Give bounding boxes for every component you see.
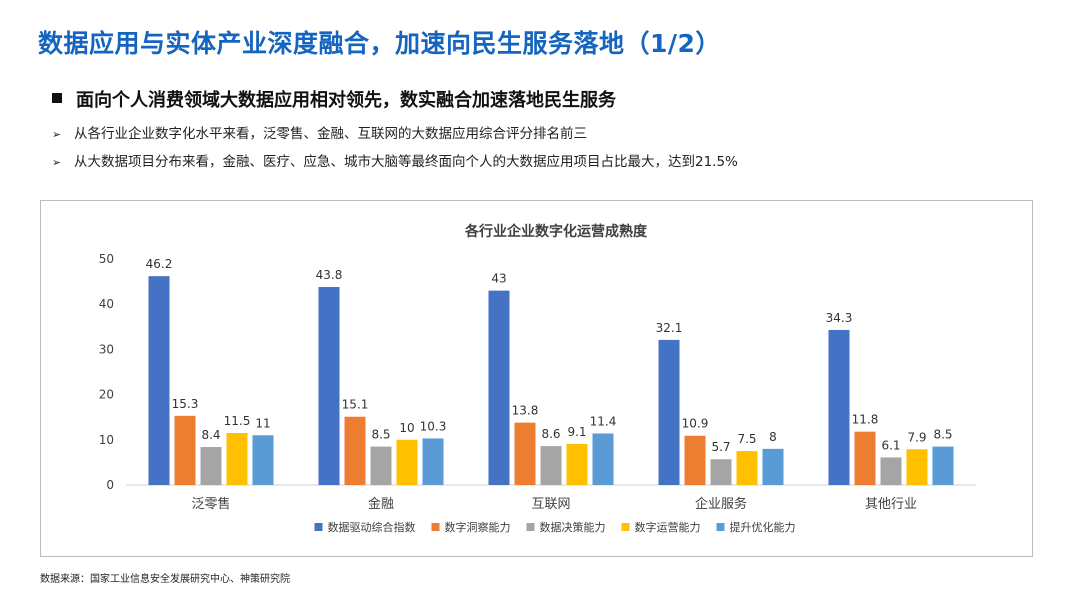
x-tick-label: 其他行业 <box>865 497 917 512</box>
bar <box>854 431 876 485</box>
bar <box>200 447 222 485</box>
bar <box>566 443 588 485</box>
y-tick-label: 0 <box>106 478 114 492</box>
data-label: 46.2 <box>146 257 173 271</box>
y-tick-label: 30 <box>99 342 114 356</box>
legend-swatch <box>314 523 323 531</box>
data-label: 8.5 <box>933 428 952 442</box>
bullet-item: ➢ 从大数据项目分布来看，金融、医疗、应急、城市大脑等最终面向个人的大数据应用项目… <box>52 150 738 170</box>
bar <box>710 459 732 485</box>
bullet-text: 从大数据项目分布来看，金融、医疗、应急、城市大脑等最终面向个人的大数据应用项目占… <box>74 154 738 170</box>
bar <box>318 287 340 485</box>
data-label: 32.1 <box>656 321 683 335</box>
legend-swatch <box>621 523 630 531</box>
subheading-text: 面向个人消费领域大数据应用相对领先，数实融合加速落地民生服务 <box>76 90 616 111</box>
data-source-note: 数据来源：国家工业信息安全发展研究中心、神策研究院 <box>40 574 290 585</box>
y-tick-label: 40 <box>99 297 114 311</box>
legend-label: 数据驱动综合指数 <box>328 520 416 534</box>
data-label: 5.7 <box>711 440 730 454</box>
data-label: 8 <box>769 430 777 444</box>
bar <box>370 446 392 485</box>
bar <box>344 416 366 485</box>
bar-chart: 各行业企业数字化运营成熟度 0 10 20 30 40 50 46.2 15.3 8.4 11.5 1… <box>99 223 976 534</box>
arrow-bullet-icon: ➢ <box>52 156 62 169</box>
bar <box>396 439 418 485</box>
data-label: 7.5 <box>737 432 756 446</box>
data-label: 8.6 <box>541 427 560 441</box>
data-label: 8.5 <box>371 428 390 442</box>
chart-title: 各行业企业数字化运营成熟度 <box>464 223 648 240</box>
x-tick-label: 泛零售 <box>191 496 230 512</box>
legend-label: 提升优化能力 <box>730 520 796 534</box>
bar <box>252 435 274 485</box>
bar <box>762 448 784 485</box>
legend-swatch <box>431 523 440 531</box>
data-label: 15.3 <box>172 397 199 411</box>
legend-label: 数据决策能力 <box>540 520 606 534</box>
chart-container: 各行业企业数字化运营成熟度 0 10 20 30 40 50 46.2 15.3 8.4 11.5 1… <box>40 200 1033 557</box>
x-tick-label: 企业服务 <box>695 496 747 512</box>
data-label: 13.8 <box>512 404 539 418</box>
data-label: 7.9 <box>907 430 926 444</box>
data-label: 11 <box>255 416 270 430</box>
bar <box>880 457 902 485</box>
bar <box>148 276 170 485</box>
y-tick-label: 50 <box>99 252 114 266</box>
data-label: 43.8 <box>316 268 343 282</box>
bar <box>736 451 758 485</box>
bar <box>592 433 614 485</box>
bar <box>658 339 680 485</box>
data-label: 11.5 <box>224 414 251 428</box>
y-tick-label: 10 <box>99 433 114 447</box>
bullet-item: ➢ 从各行业企业数字化水平来看，泛零售、金融、互联网的大数据应用综合评分排名前三 <box>52 122 587 142</box>
legend-label: 数字洞察能力 <box>445 520 511 534</box>
data-label: 6.1 <box>881 438 900 452</box>
bullet-text: 从各行业企业数字化水平来看，泛零售、金融、互联网的大数据应用综合评分排名前三 <box>74 126 587 142</box>
legend-label: 数字运营能力 <box>635 520 701 534</box>
bar <box>906 449 928 485</box>
x-tick-label: 互联网 <box>531 497 570 512</box>
legend-swatch <box>526 523 535 531</box>
bar <box>684 435 706 485</box>
data-label: 11.8 <box>852 413 879 427</box>
data-label: 10.9 <box>682 417 709 431</box>
page-title: 数据应用与实体产业深度融合，加速向民生服务落地（1/2） <box>38 29 721 58</box>
data-label: 11.4 <box>590 414 617 428</box>
bar <box>932 446 954 485</box>
y-tick-label: 20 <box>99 388 114 402</box>
bar <box>226 433 248 485</box>
data-label: 9.1 <box>567 425 586 439</box>
legend-swatch <box>716 523 725 531</box>
square-bullet-icon <box>52 93 62 103</box>
bar <box>828 329 850 485</box>
bar <box>174 415 196 485</box>
data-label: 34.3 <box>826 311 853 325</box>
bar <box>422 438 444 485</box>
bar <box>488 290 510 485</box>
x-tick-label: 金融 <box>368 496 394 512</box>
data-label: 10 <box>399 421 414 435</box>
subheading: 面向个人消费领域大数据应用相对领先，数实融合加速落地民生服务 <box>52 86 616 112</box>
arrow-bullet-icon: ➢ <box>52 128 62 141</box>
bar <box>514 422 536 485</box>
bar <box>540 446 562 485</box>
data-label: 43 <box>491 272 506 286</box>
data-label: 8.4 <box>201 428 220 442</box>
data-label: 15.1 <box>342 398 369 412</box>
data-label: 10.3 <box>420 419 447 433</box>
